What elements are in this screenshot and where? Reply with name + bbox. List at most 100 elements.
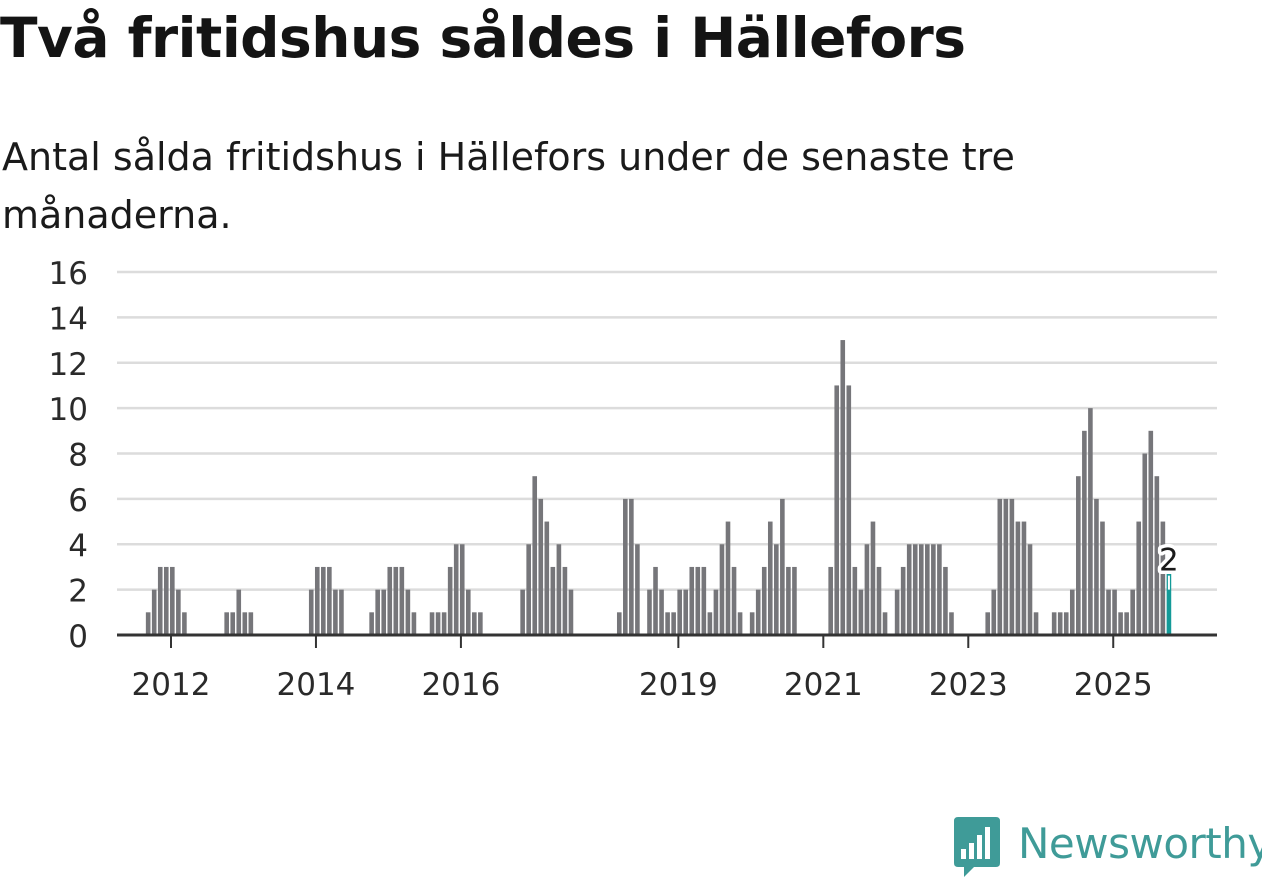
bar — [544, 521, 550, 635]
bar — [182, 612, 187, 635]
bar — [1124, 612, 1129, 635]
bar — [683, 589, 689, 636]
bar — [556, 544, 562, 635]
bar — [538, 498, 544, 636]
bar — [1142, 453, 1148, 635]
bar — [447, 566, 453, 635]
bar — [145, 612, 151, 635]
bar — [616, 612, 622, 635]
bar — [846, 385, 852, 635]
bar — [943, 566, 948, 635]
y-tick-label: 8 — [68, 438, 88, 474]
bar — [834, 385, 840, 635]
y-tick-label: 14 — [49, 301, 88, 337]
bar — [224, 612, 229, 635]
bar — [647, 589, 652, 636]
bar — [1051, 612, 1057, 635]
bar — [1112, 589, 1117, 636]
bar — [1100, 521, 1105, 635]
y-tick-label: 2 — [68, 574, 88, 610]
bar — [1009, 498, 1015, 636]
bar — [1148, 430, 1154, 635]
bar — [1076, 476, 1081, 635]
bar — [937, 544, 942, 635]
bar — [387, 566, 393, 635]
bar — [840, 340, 846, 635]
bar — [665, 612, 670, 635]
bar — [695, 566, 701, 635]
bar — [707, 612, 713, 635]
bar — [236, 589, 242, 636]
bar — [441, 612, 447, 635]
bar — [870, 521, 876, 635]
bar — [864, 544, 870, 635]
brand-name: Newsworthy — [1018, 819, 1262, 868]
bar — [170, 566, 175, 635]
bar — [381, 589, 387, 636]
bar — [713, 589, 719, 636]
x-axis — [117, 633, 1217, 648]
bar — [725, 521, 731, 635]
bar — [755, 589, 761, 636]
y-axis-tick-labels: 0 2 4 6 8 10 12 14 16 — [49, 256, 88, 655]
bar — [689, 566, 695, 635]
x-tick-label: 2019 — [639, 667, 718, 703]
bar — [719, 544, 725, 635]
bar — [949, 612, 954, 635]
bar — [882, 612, 888, 635]
bar — [749, 612, 755, 635]
bar — [1015, 521, 1021, 635]
bar — [1033, 612, 1039, 635]
bar — [985, 612, 991, 635]
bar — [1088, 408, 1093, 636]
bar — [1130, 589, 1135, 636]
bar — [230, 612, 236, 635]
x-tick-label: 2012 — [132, 667, 211, 703]
bar — [1154, 476, 1160, 635]
bar — [375, 589, 380, 636]
bar — [1136, 521, 1142, 635]
bar — [405, 589, 411, 636]
bar — [1069, 589, 1075, 636]
bar — [314, 566, 320, 635]
x-axis-tick-labels: 2012 2014 2016 2019 2021 2023 2025 — [132, 667, 1153, 703]
bar-highlight — [1166, 566, 1172, 635]
bar — [792, 566, 797, 635]
bar — [774, 544, 779, 635]
bar — [339, 589, 344, 636]
bar — [1021, 521, 1027, 635]
bar — [459, 544, 465, 635]
bar — [1160, 521, 1166, 635]
x-tick-label: 2014 — [277, 667, 356, 703]
bar — [671, 612, 676, 635]
bar — [659, 589, 664, 636]
bar — [1094, 498, 1099, 636]
bar — [677, 589, 682, 636]
bar — [393, 566, 399, 635]
x-tick-label: 2023 — [929, 667, 1008, 703]
y-tick-label: 10 — [49, 392, 88, 428]
bar — [786, 566, 791, 635]
x-tick-label: 2021 — [784, 667, 863, 703]
chart-title: Två fritidshus såldes i Hällefors — [0, 6, 966, 70]
bar — [369, 612, 374, 635]
bar — [623, 498, 628, 636]
x-tick-label: 2025 — [1074, 667, 1153, 703]
bar — [429, 612, 435, 635]
bar — [761, 566, 767, 635]
bar — [1118, 612, 1123, 635]
bar — [1057, 612, 1063, 635]
bar — [1027, 544, 1033, 635]
bar — [248, 612, 254, 635]
bar — [635, 544, 640, 635]
bar — [399, 566, 405, 635]
bar — [737, 612, 743, 635]
bar — [653, 566, 658, 635]
bar — [1106, 589, 1111, 636]
annotation-label: 2 — [1159, 543, 1179, 579]
bar — [562, 566, 568, 635]
bar — [327, 566, 332, 635]
bar — [568, 589, 574, 636]
bar — [333, 589, 338, 636]
bar — [478, 612, 483, 635]
